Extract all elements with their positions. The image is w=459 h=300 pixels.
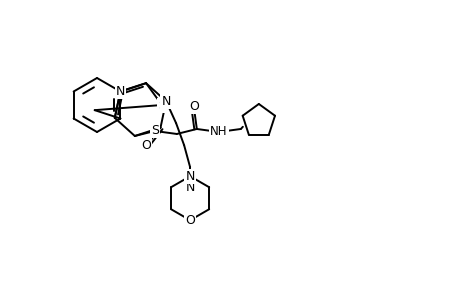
Text: O: O: [189, 100, 198, 113]
Text: O: O: [141, 139, 151, 152]
Text: N: N: [185, 181, 195, 194]
Text: N: N: [161, 95, 170, 108]
Text: N: N: [116, 85, 125, 98]
Text: O: O: [185, 214, 195, 227]
Text: S: S: [151, 124, 158, 137]
Text: N: N: [185, 170, 195, 183]
Text: S: S: [157, 98, 166, 112]
Text: NH: NH: [210, 125, 227, 139]
